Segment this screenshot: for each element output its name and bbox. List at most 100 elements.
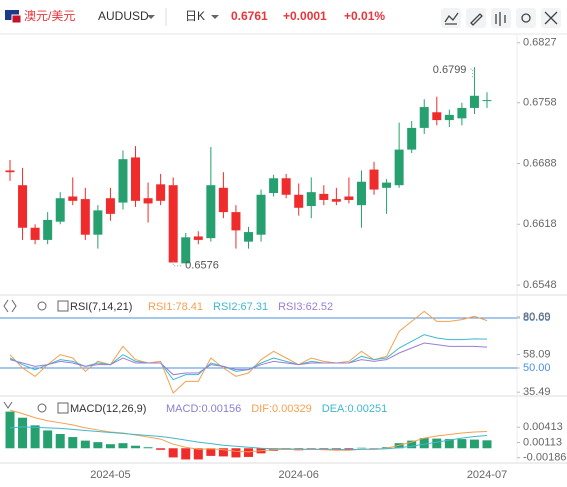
rsi-tick-label: 80.69 <box>523 311 551 323</box>
candle-body <box>5 170 15 173</box>
candle-body <box>281 178 291 195</box>
x-tick-label: 2024-06 <box>279 469 319 481</box>
macd-bar <box>55 434 65 449</box>
candle-body <box>80 199 90 235</box>
legend-entry: DIF:0.00329 <box>251 403 312 415</box>
macd-bar <box>93 442 103 449</box>
indicator-line <box>9 310 488 394</box>
candle-body <box>432 112 442 121</box>
macd-bar <box>181 448 191 460</box>
macd-tick-label: -0.00186 <box>523 452 566 464</box>
candle-body <box>394 149 404 186</box>
candle-body <box>43 219 53 240</box>
settings-icon[interactable] <box>37 301 47 311</box>
candle-body <box>193 236 203 240</box>
macd-bar <box>482 440 492 449</box>
indicator-icon <box>444 12 459 25</box>
price-change: +0.0001 <box>283 9 327 23</box>
macd-bar <box>206 448 216 456</box>
macd-bar <box>131 445 141 449</box>
settings-icon[interactable] <box>37 403 47 413</box>
add-icon[interactable] <box>57 300 69 312</box>
legend-entry: RSI2:67.31 <box>213 301 268 313</box>
period[interactable]: 日K <box>185 9 205 23</box>
add-icon[interactable] <box>57 402 69 414</box>
compare-icon <box>495 12 506 26</box>
macd-bar <box>80 440 90 449</box>
candle-body <box>306 192 316 207</box>
macd-bar <box>18 417 28 449</box>
collapse-icon[interactable] <box>3 401 13 409</box>
candle-body <box>244 232 253 242</box>
macd-bar <box>244 448 253 457</box>
macd-bar <box>218 448 228 457</box>
rsi-tick-label: 35.49 <box>523 386 551 398</box>
macd-bar <box>118 443 128 449</box>
candle-body <box>294 194 304 208</box>
candle-body <box>93 210 103 235</box>
settings-button[interactable] <box>516 8 536 28</box>
candle-body <box>482 100 492 102</box>
price-tick-label: 0.6548 <box>523 279 557 291</box>
rsi-tick-label: 58.09 <box>523 348 551 360</box>
dropdown-arrow[interactable] <box>147 15 155 19</box>
x-tick-label: 2024-05 <box>90 469 130 481</box>
candle-body <box>156 184 166 201</box>
candle-body <box>407 127 417 150</box>
macd-bar <box>407 440 417 449</box>
macd-bar <box>457 439 467 449</box>
symbol-code[interactable]: AUDUSD <box>98 9 149 23</box>
candle-body <box>131 157 141 201</box>
toolbar-buttons <box>441 8 561 28</box>
high-leader <box>470 68 473 78</box>
macd-bar <box>105 444 115 449</box>
legend-entry: MACD:0.00156 <box>166 403 241 415</box>
fullscreen-icon <box>544 11 558 25</box>
rsi-level-tick-label: 80.00 <box>523 312 551 324</box>
macd-tick-label: 0.00413 <box>523 421 563 433</box>
macd-bar <box>168 448 178 458</box>
candle-body <box>168 185 178 263</box>
low-label: 0.6576 <box>185 260 219 272</box>
candle-body <box>356 181 366 206</box>
candle-body <box>269 178 279 194</box>
candle-body <box>118 159 128 203</box>
price-tick-label: 0.6618 <box>523 218 557 230</box>
draw-icon <box>470 13 483 26</box>
macd-bar <box>306 448 316 450</box>
macd-bar <box>143 447 153 449</box>
price-tick-label: 0.6688 <box>523 157 557 169</box>
symbol[interactable]: 澳元/美元 <box>24 9 75 23</box>
candle-body <box>331 199 341 202</box>
candle-body <box>181 237 191 264</box>
candle-body <box>68 196 78 201</box>
candle-body <box>382 182 392 188</box>
macd-bar <box>68 437 78 449</box>
x-tick-label: 2024-07 <box>467 469 507 481</box>
candle-body <box>319 193 329 200</box>
candle-body <box>444 114 454 121</box>
settings-icon <box>521 13 531 23</box>
macd-title: MACD(12,26,9) <box>70 403 146 415</box>
macd-bar <box>419 438 429 449</box>
macd-bar <box>369 448 379 449</box>
compare-button[interactable] <box>491 8 511 28</box>
price-tick-label: 0.6827 <box>523 37 557 49</box>
macd-bar <box>444 439 454 449</box>
macd-bar <box>356 447 366 449</box>
candle-body <box>457 107 467 119</box>
collapse-icon[interactable] <box>3 299 17 313</box>
price-change-pct: +0.01% <box>344 9 385 23</box>
candle-body <box>55 198 65 222</box>
legend-entry: DEA:0.00251 <box>322 403 387 415</box>
dropdown-arrow[interactable] <box>211 15 219 19</box>
macd-bar <box>469 439 479 449</box>
candle-body <box>256 194 266 235</box>
macd-bar <box>30 425 40 449</box>
macd-bar <box>156 448 166 450</box>
indicator-line <box>9 426 488 451</box>
candle-body <box>105 198 115 214</box>
